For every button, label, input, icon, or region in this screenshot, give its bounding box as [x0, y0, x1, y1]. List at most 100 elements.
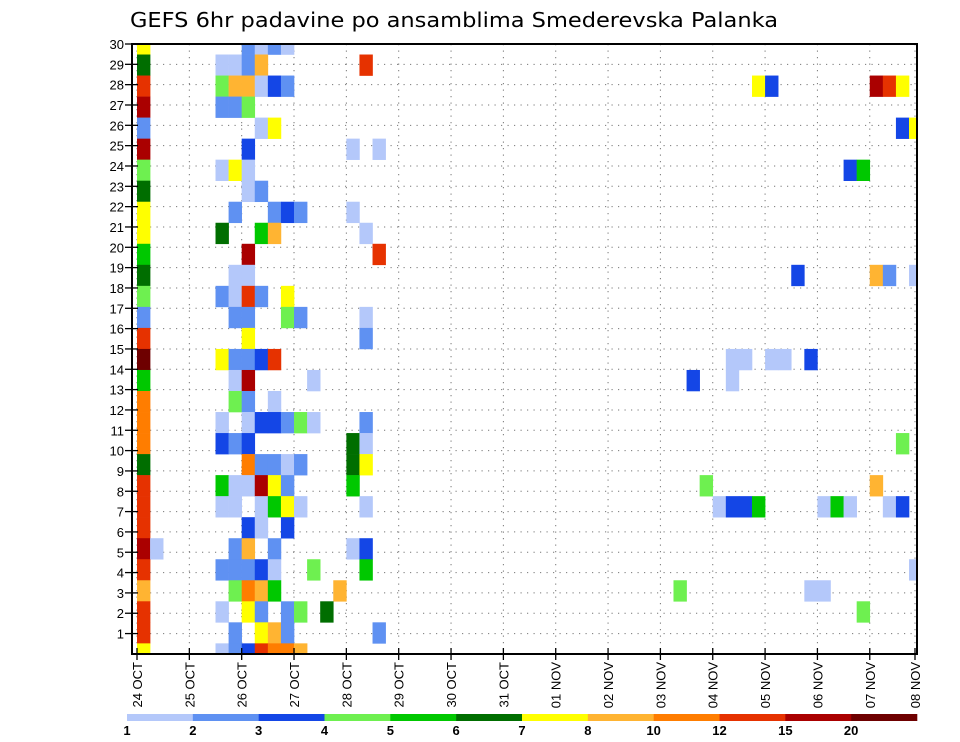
x-tick-label: 08 NOV: [908, 662, 923, 709]
heatmap-cell: [137, 159, 151, 181]
heatmap-cell: [228, 348, 242, 371]
legend-label: 5: [387, 723, 394, 738]
heatmap-cell: [359, 559, 373, 581]
heatmap-cell: [254, 54, 269, 76]
y-tick-label: 24: [110, 159, 124, 174]
heatmap-cell: [346, 538, 360, 560]
heatmap-cell: [215, 643, 229, 654]
heatmap-cell: [137, 285, 151, 308]
heatmap-cell: [137, 433, 151, 455]
heatmap-cell: [804, 580, 818, 602]
heatmap-cell: [215, 348, 229, 371]
y-tick-label: 1: [117, 627, 124, 642]
heatmap-cell: [254, 580, 269, 602]
heatmap-cell: [359, 327, 373, 350]
heatmap-cell: [346, 201, 360, 224]
heatmap-cell: [254, 496, 269, 518]
heatmap-cell: [817, 496, 831, 518]
heatmap-cell: [307, 412, 321, 434]
heatmap-cell: [137, 264, 151, 287]
heatmap-cell: [359, 54, 373, 76]
heatmap-cell: [346, 475, 360, 497]
heatmap-cell: [359, 222, 373, 245]
heatmap-cell: [137, 54, 151, 76]
heatmap-cell: [320, 601, 334, 623]
heatmap-cell: [254, 180, 269, 203]
legend-swatch: [127, 714, 194, 721]
heatmap-cell: [817, 580, 831, 602]
legend-label: 8: [584, 723, 591, 738]
heatmap-cell: [267, 580, 282, 602]
heatmap-cell: [372, 622, 386, 644]
heatmap-cell: [307, 369, 321, 392]
y-tick-label: 25: [110, 139, 124, 154]
heatmap-cell: [254, 412, 269, 434]
heatmap-cell: [738, 348, 753, 371]
heatmap-cell: [267, 390, 282, 413]
heatmap-cell: [241, 559, 256, 581]
heatmap-cell: [215, 433, 229, 455]
heatmap-cell: [856, 159, 871, 181]
heatmap-cell: [241, 306, 256, 329]
heatmap-cell: [673, 580, 687, 602]
heatmap-cell: [294, 496, 308, 518]
legend-label: 12: [712, 723, 726, 738]
heatmap-cell: [241, 327, 256, 350]
heatmap-cell: [241, 159, 256, 181]
x-tick-label: 01 NOV: [549, 662, 564, 709]
legend-swatch: [719, 714, 786, 721]
heatmap-cell: [228, 96, 242, 118]
heatmap-cell: [895, 433, 910, 455]
heatmap-cells: [137, 44, 917, 654]
heatmap-cell: [280, 75, 295, 97]
legend-label: 7: [518, 723, 525, 738]
legend-label: 2: [189, 723, 196, 738]
legend-label: 20: [844, 723, 858, 738]
heatmap-cell: [137, 622, 151, 644]
heatmap-cell: [725, 369, 740, 392]
heatmap-cell: [254, 601, 269, 623]
x-tick-label: 31 OCT: [496, 662, 511, 708]
x-tick-label: 05 NOV: [758, 662, 773, 709]
heatmap-cell: [359, 496, 373, 518]
heatmap-cell: [791, 264, 805, 287]
heatmap-cell: [228, 285, 242, 308]
heatmap-cell: [215, 496, 229, 518]
chart-title: GEFS 6hr padavine po ansamblima Smederev…: [130, 8, 778, 32]
heatmap-cell: [137, 96, 151, 118]
heatmap-cell: [228, 54, 242, 76]
heatmap-cell: [699, 475, 714, 497]
heatmap-cell: [215, 475, 229, 497]
heatmap-cell: [254, 285, 269, 308]
heatmap-cell: [280, 44, 295, 55]
heatmap-cell: [686, 369, 700, 392]
heatmap-cell: [228, 580, 242, 602]
heatmap-cell: [294, 201, 308, 224]
x-axis: 24 OCT 25 OCT 26 OCT 27 OCT 28 OCT 29 OCT 30 O…: [130, 648, 923, 708]
heatmap-cell: [228, 390, 242, 413]
heatmap-cell: [241, 243, 256, 266]
heatmap-cell: [137, 327, 151, 350]
heatmap-cell: [738, 496, 753, 518]
heatmap-cell: [280, 412, 295, 434]
legend-label: 15: [778, 723, 792, 738]
heatmap-cell: [346, 138, 360, 160]
heatmap-cell: [215, 559, 229, 581]
heatmap-cell: [294, 601, 308, 623]
heatmap-cell: [215, 96, 229, 118]
heatmap-cell: [137, 601, 151, 623]
x-tick-label: 26 OCT: [235, 662, 250, 708]
heatmap-cell: [228, 201, 242, 224]
heatmap-cell: [895, 496, 910, 518]
x-tick-label: 07 NOV: [863, 662, 878, 709]
heatmap-cell: [267, 643, 282, 654]
heatmap-cell: [895, 117, 910, 139]
legend-swatch: [785, 714, 852, 721]
heatmap-cell: [869, 264, 884, 287]
x-tick-label: 28 OCT: [339, 662, 354, 708]
heatmap-cell: [228, 622, 242, 644]
y-axis: 1234567891011121314151617181920212223242…: [110, 37, 138, 642]
y-tick-label: 6: [117, 525, 124, 540]
heatmap-cell: [909, 117, 917, 139]
legend-label: 3: [255, 723, 262, 738]
